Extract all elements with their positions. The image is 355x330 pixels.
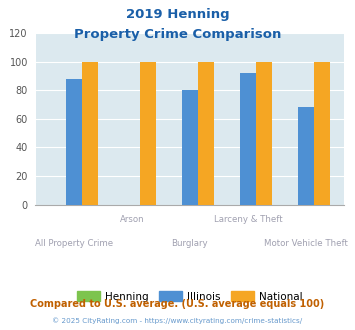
Bar: [82, 62, 98, 205]
Bar: [66, 79, 82, 205]
Bar: [182, 90, 198, 205]
Text: 2019 Henning: 2019 Henning: [126, 8, 229, 21]
Text: Compared to U.S. average. (U.S. average equals 100): Compared to U.S. average. (U.S. average …: [31, 299, 324, 309]
Bar: [140, 62, 156, 205]
Text: Larceny & Theft: Larceny & Theft: [214, 215, 282, 224]
Bar: [198, 62, 214, 205]
Legend: Henning, Illinois, National: Henning, Illinois, National: [73, 287, 307, 306]
Text: Burglary: Burglary: [171, 239, 208, 248]
Bar: [256, 62, 272, 205]
Text: Motor Vehicle Theft: Motor Vehicle Theft: [264, 239, 348, 248]
Bar: [240, 73, 256, 205]
Bar: [298, 107, 314, 205]
Text: © 2025 CityRating.com - https://www.cityrating.com/crime-statistics/: © 2025 CityRating.com - https://www.city…: [53, 317, 302, 324]
Text: Property Crime Comparison: Property Crime Comparison: [74, 28, 281, 41]
Bar: [314, 62, 330, 205]
Text: Arson: Arson: [120, 215, 144, 224]
Text: All Property Crime: All Property Crime: [35, 239, 113, 248]
